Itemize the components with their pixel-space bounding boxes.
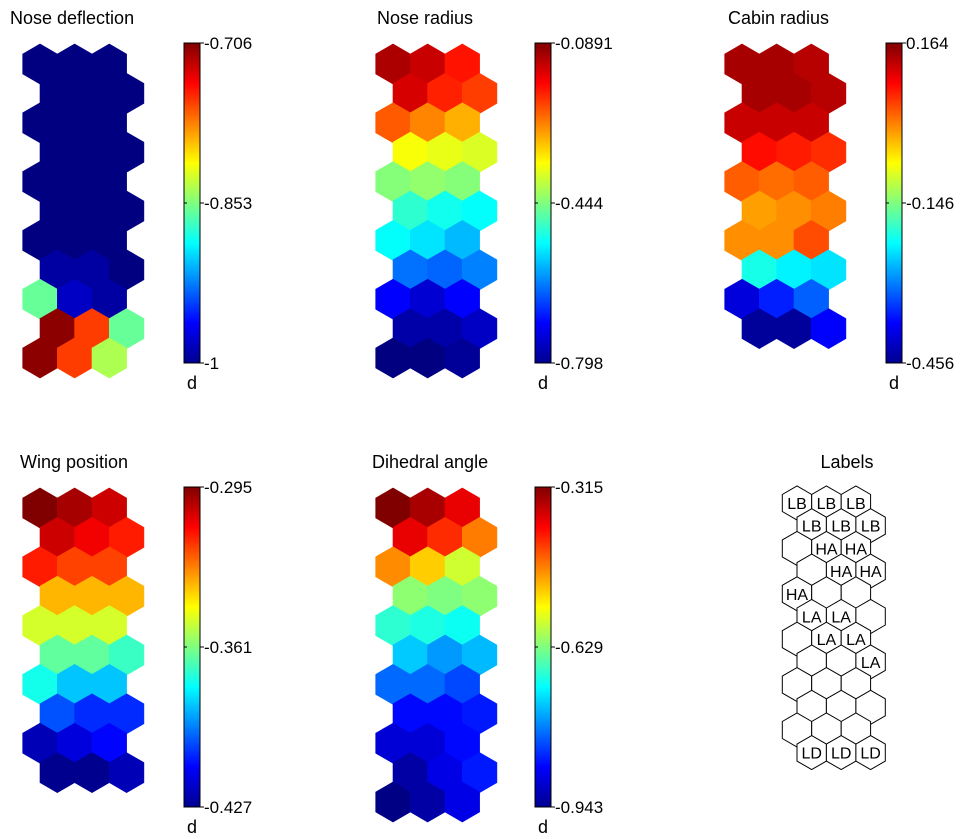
cluster-label: LB [861, 519, 881, 536]
colorbar-unit-label: d [538, 373, 548, 393]
cluster-label: LB [831, 519, 851, 536]
colorbar-tick-label: -0.295 [204, 478, 252, 497]
colorbar-tick-label: -0.798 [555, 354, 603, 373]
colorbar-tick-label: -0.853 [204, 194, 252, 213]
panel-nose-deflection: Nose deflection -0.706 -0.853 -1 d [10, 8, 252, 393]
colorbar-tick-label: -0.0891 [555, 34, 613, 53]
cluster-label: LB [817, 496, 837, 513]
panel-title: Nose radius [377, 8, 473, 28]
panel-wing-position: Wing position -0.295 -0.361 -0.427 d [20, 452, 252, 837]
cluster-label: HA [786, 587, 809, 604]
colorbar-tick-label: -0.706 [204, 34, 252, 53]
panel-nose-radius: Nose radius -0.0891 -0.444 -0.798 d [375, 8, 613, 393]
colorbar-tick-label: -0.146 [906, 194, 954, 213]
cluster-label: LA [802, 609, 822, 626]
colorbar-tick-label: -1 [204, 354, 219, 373]
cluster-label: LD [801, 746, 821, 763]
colorbar-tick-label: -0.361 [204, 638, 252, 657]
cluster-label: LB [802, 519, 822, 536]
colorbar-tick-label: -0.444 [555, 194, 603, 213]
panel-title: Labels [820, 452, 873, 472]
cluster-label: HA [830, 564, 853, 581]
panel-cabin-radius: Cabin radius 0.164 -0.146 -0.456 d [724, 8, 954, 393]
panel-labels: Labels LB LB LB LB LB LB HA HA HA HA HA LA LA LA LA LA LD… [781, 452, 886, 771]
hex-cell-r10-c2 [444, 337, 480, 379]
hex-cell-r9-c2 [109, 752, 145, 793]
colorbar-unit-label: d [187, 817, 197, 837]
colorbar-tick-label: -0.456 [906, 354, 954, 373]
cluster-label: HA [859, 564, 882, 581]
cluster-label: LA [817, 632, 837, 649]
label-hex-r11-c2 [855, 735, 886, 771]
panel-title: Nose deflection [10, 8, 134, 28]
panel-title: Wing position [20, 452, 128, 472]
colorbar-tick-label: -0.629 [555, 638, 603, 657]
cluster-label: LB [846, 496, 866, 513]
cluster-label: HA [845, 541, 868, 558]
panel-title: Cabin radius [728, 8, 829, 28]
colorbar-tick-label: -0.315 [555, 478, 603, 497]
hex-cell-r10-c2 [444, 781, 480, 823]
cluster-label: LA [846, 632, 866, 649]
panel-title: Dihedral angle [372, 452, 488, 472]
colorbar-unit-label: d [187, 373, 197, 393]
cluster-label: HA [815, 541, 838, 558]
hex-cell-r9-c2 [810, 308, 847, 349]
colorbar-unit-label: d [889, 373, 899, 393]
cluster-label: LA [861, 655, 881, 672]
colorbar-unit-label: d [538, 817, 548, 837]
colorbar-tick-label: -0.427 [204, 798, 252, 817]
cluster-label: LA [831, 609, 851, 626]
cluster-label: LD [860, 746, 880, 763]
cluster-label: LD [831, 746, 851, 763]
cluster-label: LB [787, 496, 807, 513]
panel-dihedral-angle: Dihedral angle -0.315 -0.629 -0.943 d [372, 452, 603, 837]
colorbar-tick-label: -0.943 [555, 798, 603, 817]
hex-cell-r10-c2 [91, 337, 127, 379]
colorbar-tick-label: 0.164 [906, 34, 949, 53]
